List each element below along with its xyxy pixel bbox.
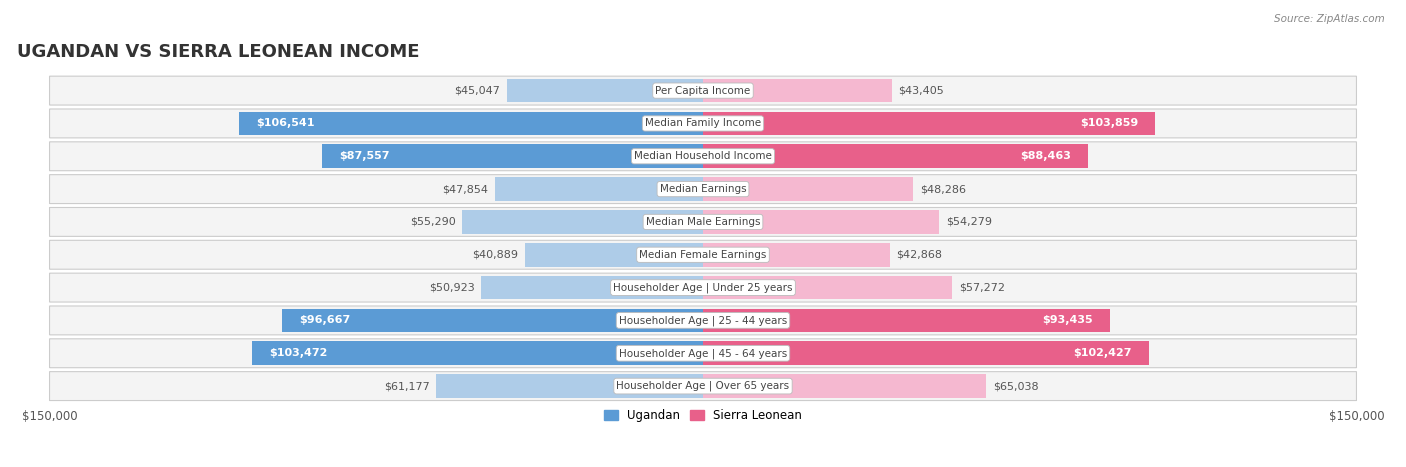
Bar [463,210,703,234]
Text: $96,667: $96,667 [299,315,350,325]
Text: $55,290: $55,290 [411,217,456,227]
Bar [252,341,703,365]
FancyBboxPatch shape [49,207,1357,236]
Text: Median Family Income: Median Family Income [645,119,761,128]
Bar [703,276,952,299]
Text: $48,286: $48,286 [920,184,966,194]
Bar [703,374,987,398]
FancyBboxPatch shape [49,76,1357,105]
FancyBboxPatch shape [49,175,1357,204]
Bar [281,309,703,332]
Text: $50,923: $50,923 [429,283,475,293]
FancyBboxPatch shape [49,273,1357,302]
Bar [703,210,939,234]
Text: UGANDAN VS SIERRA LEONEAN INCOME: UGANDAN VS SIERRA LEONEAN INCOME [17,43,419,61]
Bar [703,243,890,267]
Text: $103,859: $103,859 [1080,119,1137,128]
Text: Source: ZipAtlas.com: Source: ZipAtlas.com [1274,14,1385,24]
Bar [703,341,1149,365]
Bar [703,309,1111,332]
Text: Median Male Earnings: Median Male Earnings [645,217,761,227]
Text: Householder Age | Over 65 years: Householder Age | Over 65 years [616,381,790,391]
Text: Per Capita Income: Per Capita Income [655,85,751,96]
Bar [239,112,703,135]
Legend: Ugandan, Sierra Leonean: Ugandan, Sierra Leonean [599,404,807,427]
Text: $93,435: $93,435 [1042,315,1092,325]
Bar [495,177,703,201]
Bar [481,276,703,299]
Text: $88,463: $88,463 [1021,151,1071,161]
FancyBboxPatch shape [49,142,1357,171]
FancyBboxPatch shape [49,339,1357,368]
Text: $42,868: $42,868 [896,250,942,260]
Text: Householder Age | 45 - 64 years: Householder Age | 45 - 64 years [619,348,787,359]
Bar [703,144,1088,168]
Text: $47,854: $47,854 [441,184,488,194]
Bar [506,79,703,102]
Bar [703,177,914,201]
Text: $40,889: $40,889 [472,250,519,260]
Text: $106,541: $106,541 [256,119,315,128]
Bar [703,79,891,102]
Text: Householder Age | 25 - 44 years: Householder Age | 25 - 44 years [619,315,787,325]
Text: $45,047: $45,047 [454,85,501,96]
Bar [322,144,703,168]
Text: $103,472: $103,472 [270,348,328,358]
Text: $87,557: $87,557 [339,151,389,161]
Text: $43,405: $43,405 [898,85,945,96]
FancyBboxPatch shape [49,241,1357,269]
Text: $102,427: $102,427 [1073,348,1132,358]
Text: $54,279: $54,279 [946,217,993,227]
Text: $57,272: $57,272 [959,283,1005,293]
FancyBboxPatch shape [49,306,1357,335]
Text: Median Earnings: Median Earnings [659,184,747,194]
Text: Median Female Earnings: Median Female Earnings [640,250,766,260]
Bar [703,112,1156,135]
Text: Householder Age | Under 25 years: Householder Age | Under 25 years [613,283,793,293]
Text: $61,177: $61,177 [384,381,430,391]
Bar [524,243,703,267]
Bar [436,374,703,398]
FancyBboxPatch shape [49,109,1357,138]
Text: $65,038: $65,038 [993,381,1039,391]
FancyBboxPatch shape [49,372,1357,401]
Text: Median Household Income: Median Household Income [634,151,772,161]
